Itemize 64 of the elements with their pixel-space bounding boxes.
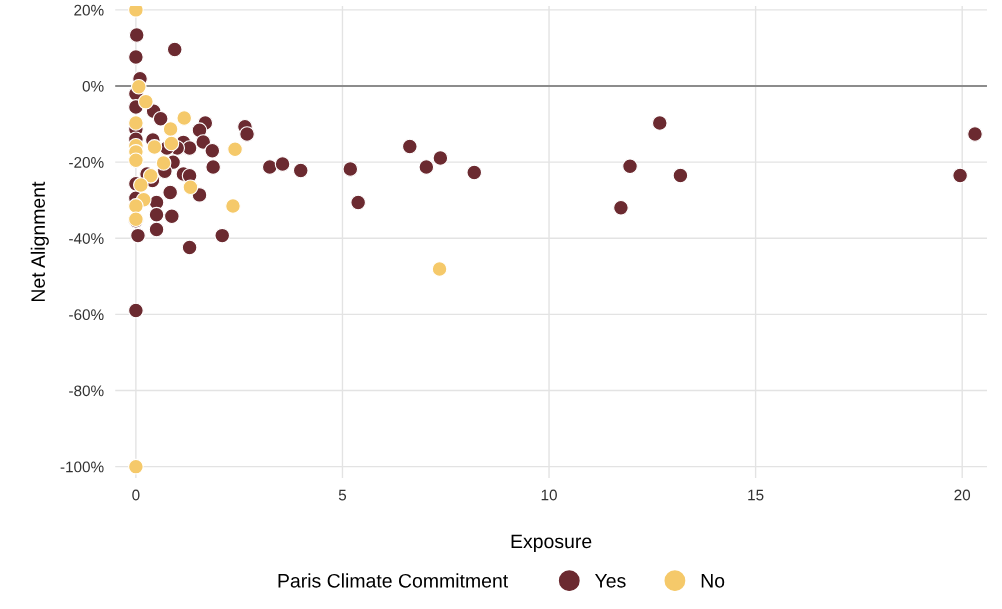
y-tick-label: 20%	[74, 4, 104, 16]
x-tick-label: 5	[338, 489, 347, 501]
legend-title: Paris Climate Commitment	[278, 573, 509, 588]
point	[292, 162, 309, 179]
point	[142, 168, 159, 184]
point	[182, 179, 199, 196]
point	[651, 115, 668, 131]
point	[350, 194, 366, 211]
point	[130, 78, 147, 95]
x-tick-label: 20	[954, 489, 971, 501]
x-tick-label: 10	[541, 489, 557, 501]
point	[466, 164, 483, 181]
legend-label: No	[701, 574, 725, 588]
x-axis-title: Exposure	[511, 534, 592, 553]
point	[431, 261, 448, 277]
point	[128, 115, 144, 131]
point	[162, 184, 179, 201]
point	[148, 221, 165, 238]
point	[952, 167, 968, 184]
y-tick-label: -100%	[60, 461, 104, 473]
y-tick-label: -60%	[69, 309, 104, 321]
y-tick-label: 0%	[82, 80, 104, 92]
point	[967, 126, 983, 142]
point	[432, 150, 449, 166]
point	[146, 139, 163, 155]
point	[214, 227, 231, 244]
point	[163, 135, 180, 152]
y-axis-title: Net Alignment	[30, 181, 49, 302]
point	[133, 177, 149, 193]
point	[672, 167, 689, 184]
y-tick-label: -40%	[69, 233, 104, 244]
point	[342, 161, 359, 177]
point	[162, 121, 179, 137]
point	[163, 208, 180, 225]
point	[155, 155, 172, 171]
point	[418, 159, 435, 175]
point	[181, 239, 198, 256]
point	[239, 126, 255, 142]
point	[205, 159, 221, 175]
point	[613, 199, 629, 216]
point	[137, 93, 154, 110]
point	[176, 110, 193, 126]
point	[227, 141, 243, 158]
point	[128, 198, 144, 214]
x-tick-label: 15	[748, 489, 764, 501]
x-tick-label: 0	[132, 489, 140, 501]
point	[128, 27, 145, 43]
point	[128, 49, 144, 65]
legend-label: Yes	[594, 574, 626, 588]
point	[166, 41, 183, 58]
point	[128, 458, 144, 475]
y-tick-label: -20%	[69, 157, 104, 168]
point	[152, 110, 169, 127]
point	[225, 198, 241, 214]
point	[204, 142, 221, 159]
point	[261, 159, 278, 175]
point	[401, 138, 418, 155]
point	[622, 158, 638, 175]
point	[130, 227, 146, 244]
point	[128, 152, 144, 169]
y-tick-label: -80%	[69, 385, 104, 397]
point	[274, 156, 291, 172]
point	[148, 206, 165, 223]
point	[128, 302, 144, 319]
